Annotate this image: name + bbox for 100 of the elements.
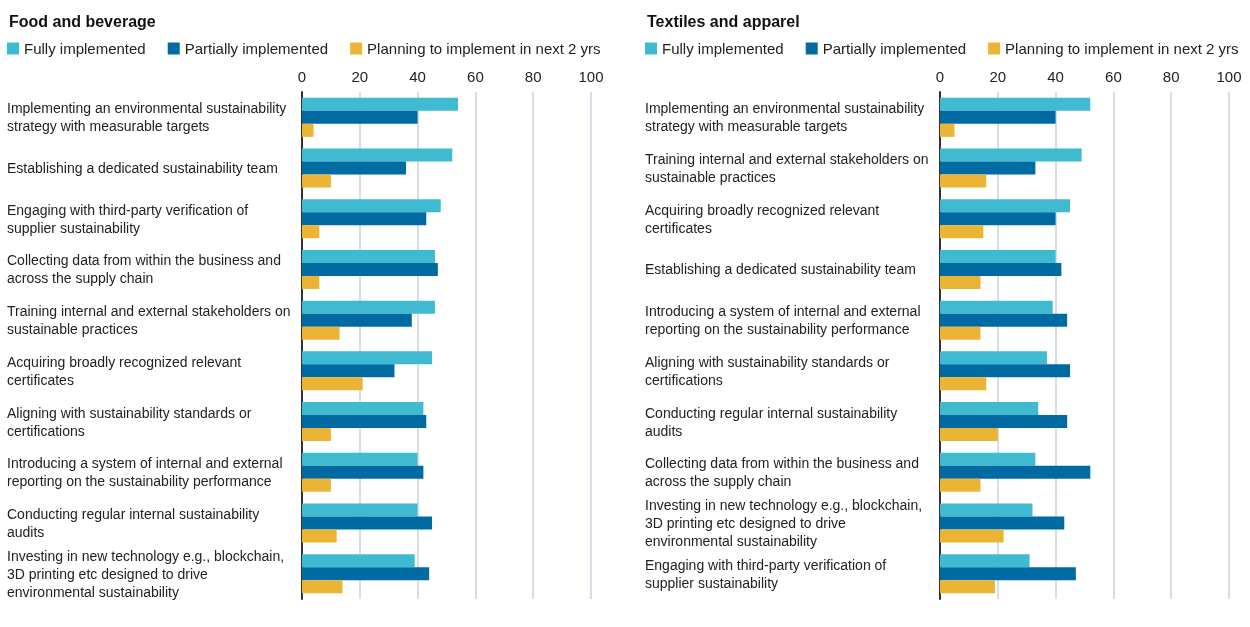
bar [302,580,343,594]
bar [302,428,331,442]
bar [940,452,1036,466]
bar [302,313,412,327]
bar [940,478,981,492]
bar [940,465,1091,479]
legend-label: Planning to implement in next 2 yrs [367,40,601,57]
x-tick-label: 20 [351,68,369,85]
y-tick-label: Investing in new technology e.g., blockchain, 3D printing etc designed to drive environmental sustainability [645,496,926,549]
bar [940,351,1047,365]
bar [940,110,1056,124]
y-tick-label: Introducing a system of internal and external reporting on the sustainability performance [7,455,287,490]
x-tick-label: 100 [578,68,604,85]
bar [940,364,1071,378]
y-tick-label: Conducting regular internal sustainability audits [7,505,264,540]
bar [940,123,955,137]
legend-label: Planning to implement in next 2 yrs [1005,40,1239,57]
x-tick-label: 60 [1105,68,1122,85]
x-tick-label: 100 [1216,68,1242,85]
bar [302,161,407,175]
bar [940,428,998,442]
x-tick-label: 40 [409,68,426,85]
y-tick-label: Collecting data from within the business and across the supply chain [645,455,923,490]
bar [302,465,424,479]
y-tick-label: Training internal and external stakeholders on sustainable practices [7,303,295,338]
bar [940,313,1068,327]
x-tick-label: 0 [935,68,945,85]
y-tick-label: Conducting regular internal sustainability audits [645,404,902,439]
legend-label: Fully implemented [24,40,146,57]
y-tick-label: Establishing a dedicated sustainability team [7,160,278,177]
bar [302,529,337,543]
y-tick-label: Introducing a system of internal and external reporting on the sustainability performance [645,303,925,338]
bar [302,326,340,340]
bar [940,262,1062,276]
legend-label: Fully implemented [662,40,784,57]
bar [302,554,415,568]
bar [940,199,1071,213]
y-tick-label: Engaging with third-party verification of supplier sustainability [645,556,891,591]
bar [302,364,395,378]
text: Textiles and apparel [647,12,800,30]
bar [302,478,331,492]
y-tick-label: Training internal and external stakeholders on sustainable practices [645,151,933,186]
bar [302,148,453,162]
bar [302,516,433,530]
bar [940,326,981,340]
y-tick-label: Investing in new technology e.g., blockchain, 3D printing etc designed to drive environmental sustainability [7,547,288,600]
bar [302,174,331,188]
y-tick-label: Collecting data from within the business and across the supply chain [7,252,285,287]
bar [940,529,1004,543]
bar [940,503,1033,517]
bar [940,148,1082,162]
bar [302,567,430,581]
text: Food and beverage [9,12,156,30]
bar [302,452,418,466]
bar [302,123,314,137]
bar [302,225,320,239]
bar [940,300,1053,314]
bar [302,300,435,314]
y-tick-label: Acquiring broadly recognized relevant certificates [645,201,884,236]
bar [302,110,418,124]
bar [940,212,1056,226]
bar [940,402,1039,416]
bar [302,351,433,365]
bar [302,275,320,289]
bar [940,415,1068,429]
bar [940,161,1036,175]
bar [302,402,424,416]
y-tick-label: Aligning with sustainability standards or certifications [7,404,256,439]
x-tick-label: 40 [1047,68,1064,85]
x-tick-label: 80 [1162,68,1180,85]
legend-label: Partially implemented [822,40,967,57]
bar [302,262,438,276]
x-tick-label: 80 [524,68,542,85]
x-tick-label: 60 [467,68,484,85]
bar [302,249,435,263]
bar [302,415,427,429]
bar [940,567,1076,581]
bar [302,212,427,226]
bar [940,554,1030,568]
y-tick-label: Implementing an environmental sustainability strategy with measurable targets [7,100,291,135]
bar [940,516,1065,530]
bar [940,377,987,391]
y-tick-label: Acquiring broadly recognized relevant certificates [7,353,246,388]
y-tick-label: Establishing a dedicated sustainability team [645,261,916,278]
y-tick-label: Aligning with sustainability standards or certifications [645,353,894,388]
bar [302,503,418,517]
legend-label: Partially implemented [184,40,329,57]
bar [302,97,459,111]
bar [940,174,987,188]
bar [940,97,1091,111]
bar [940,275,981,289]
bar [940,249,1056,263]
x-tick-label: 0 [297,68,307,85]
y-tick-label: Engaging with third-party verification of supplier sustainability [7,201,253,236]
bar [302,377,363,391]
x-tick-label: 20 [989,68,1007,85]
bar [302,199,441,213]
y-tick-label: Implementing an environmental sustainability strategy with measurable targets [645,100,929,135]
bar [940,580,995,594]
bar [940,225,984,239]
